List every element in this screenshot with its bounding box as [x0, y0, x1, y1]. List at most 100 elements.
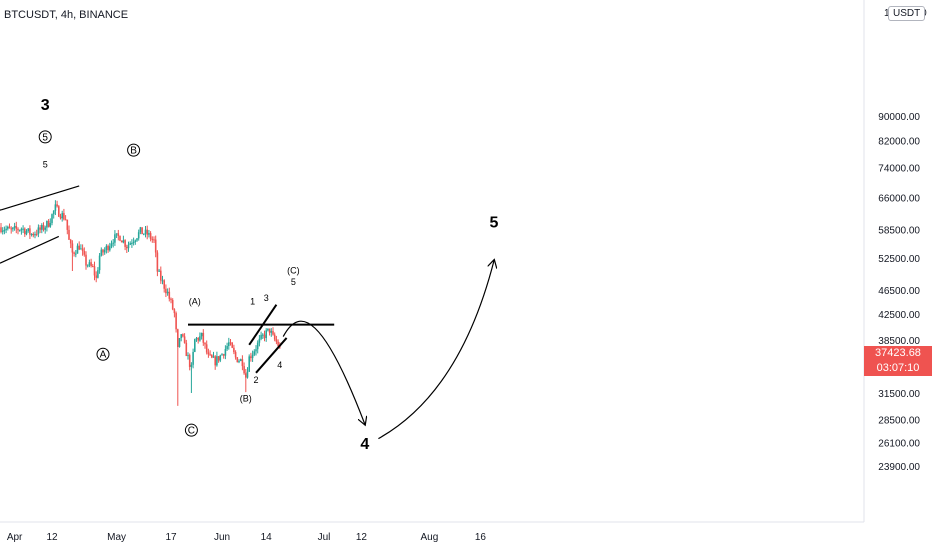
time-axis: Apr 12 May 17 Jun 14 Jul 12 Aug 16: [0, 521, 864, 543]
candle-body: [141, 227, 143, 235]
candle-body: [185, 342, 188, 357]
candle-body: [221, 354, 223, 356]
candlestick-series: [0, 200, 281, 406]
candle-body: [207, 352, 210, 355]
candle-body: [149, 233, 152, 239]
candle-body: [129, 243, 131, 245]
candle-body: [233, 347, 235, 353]
candle-body: [93, 266, 96, 276]
candle-body: [267, 328, 269, 331]
candle-body: [25, 231, 28, 235]
diagonal-trendline: [255, 337, 288, 374]
projection-up-arrow: [378, 261, 494, 440]
candle-body: [127, 244, 130, 249]
last-price-tag: 37423.68 03:07:10: [864, 346, 932, 376]
wave-label-circle: [127, 143, 141, 157]
candle-body: [248, 356, 250, 372]
candle-body: [268, 328, 271, 333]
candle-body: [139, 227, 142, 233]
price-tick-label: 66000.00: [878, 194, 920, 205]
wave-label: B: [130, 146, 137, 157]
candle-body: [131, 243, 133, 245]
candle-body: [204, 342, 206, 345]
candle-body: [10, 228, 12, 230]
candle-body: [75, 253, 77, 255]
candle-body: [219, 355, 222, 361]
candle-body: [68, 229, 70, 240]
candle-body: [272, 331, 274, 335]
candle-body: [58, 206, 60, 217]
candle-body: [49, 223, 52, 227]
candle-body: [7, 226, 9, 229]
candle-body: [197, 338, 199, 341]
time-tick-label: 12: [46, 532, 58, 543]
candle-body: [175, 313, 177, 330]
candle-body: [44, 227, 46, 230]
candle-countdown: 03:07:10: [876, 362, 920, 374]
wave-label: 5: [291, 277, 296, 287]
candle-body: [86, 265, 89, 267]
candle-body: [255, 349, 257, 352]
time-tick-label: 16: [475, 532, 487, 543]
candle-body: [13, 226, 16, 228]
candle-body: [148, 233, 150, 235]
candle-body: [56, 204, 58, 207]
wave-label: 5: [490, 214, 499, 231]
candle-body: [192, 351, 194, 365]
channel-lower-line: [0, 235, 60, 264]
candle-body: [231, 342, 233, 348]
price-tick-label: 46500.00: [878, 286, 920, 297]
candle-body: [81, 248, 84, 252]
candle-body: [202, 332, 205, 343]
candle-body: [144, 229, 147, 234]
candle-body: [199, 336, 201, 341]
candle-body: [34, 233, 36, 236]
wave-label: 1: [250, 297, 255, 307]
candle-body: [51, 214, 53, 224]
candle-body: [270, 331, 273, 333]
candle-body: [73, 252, 75, 254]
candle-body: [85, 254, 87, 266]
price-tick-label: 52500.00: [878, 254, 920, 265]
candle-body: [241, 359, 244, 367]
candle-body: [190, 364, 193, 367]
candle-body: [95, 275, 97, 278]
price-tick-label: 38500.00: [878, 336, 920, 347]
price-tick-label: 90000.00: [878, 112, 920, 123]
candle-body: [54, 204, 57, 211]
candle-body: [88, 262, 91, 266]
candle-body: [146, 229, 148, 235]
candle-body: [39, 227, 41, 230]
drawing-layer[interactable]: [0, 185, 494, 440]
currency-unit-button[interactable]: USDT: [888, 6, 926, 21]
candle-body: [71, 243, 74, 253]
candle-body: [236, 357, 239, 363]
candle-body: [12, 227, 14, 230]
candle-body: [251, 354, 254, 359]
candle-body: [177, 329, 179, 348]
candle-body: [5, 228, 7, 231]
candle-body: [109, 246, 111, 251]
candle-body: [277, 341, 279, 346]
candle-body: [173, 309, 176, 314]
candle-body: [205, 344, 208, 353]
candle-body: [42, 225, 45, 230]
candle-body: [115, 233, 118, 235]
price-axis: 90000.00 82000.00 74000.00 66000.00 58500.00…: [863, 0, 920, 522]
candle-body: [27, 228, 29, 232]
wave-label: 3: [41, 97, 50, 114]
time-tick-label: 14: [261, 532, 273, 543]
candle-body: [124, 240, 126, 247]
wave-label-circle: [38, 130, 52, 144]
candle-body: [262, 334, 264, 336]
price-tick-label: 42500.00: [878, 310, 920, 321]
wave-label: (B): [240, 393, 252, 403]
price-tick-label: 23900.00: [878, 462, 920, 473]
time-tick-label: Apr: [7, 532, 23, 543]
candle-body: [24, 228, 26, 235]
candle-body: [160, 270, 162, 281]
price-tick-label: 28500.00: [878, 415, 920, 426]
candle-body: [69, 239, 72, 244]
candle-body: [100, 249, 103, 256]
